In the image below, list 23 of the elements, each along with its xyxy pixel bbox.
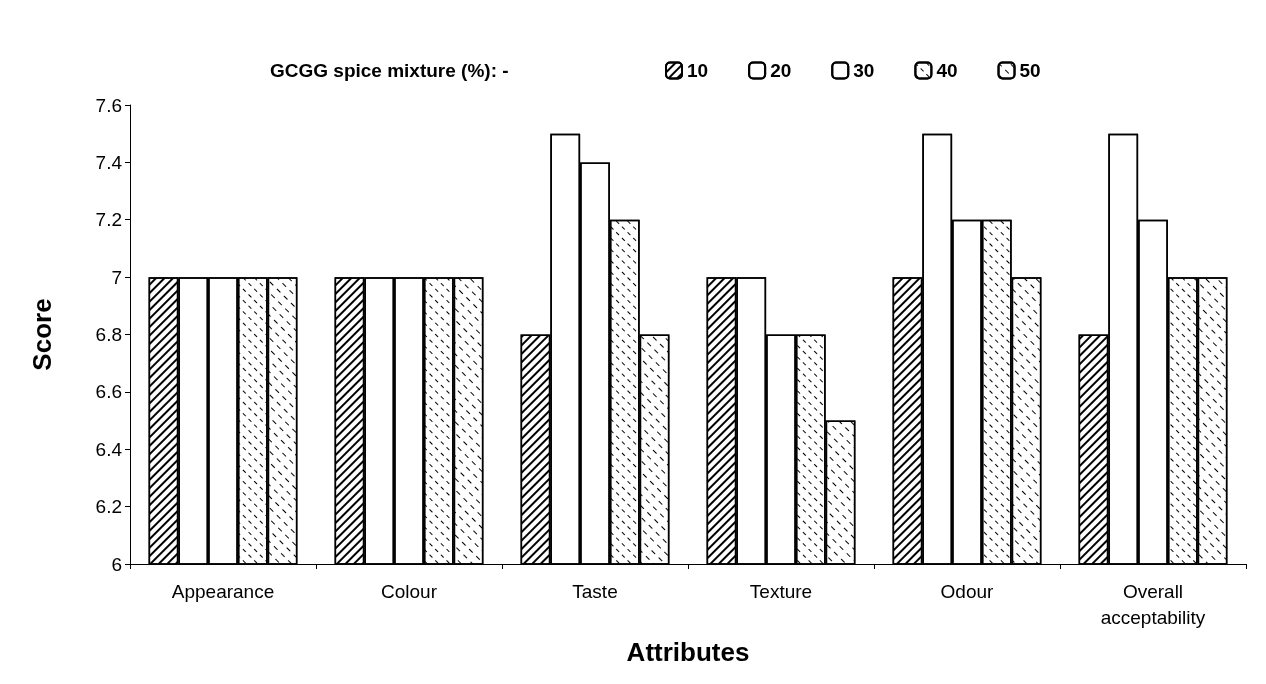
y-tick-label: 6.8 [95,324,122,345]
y-tick-label: 7.2 [95,209,122,231]
y-tick-label: 6.4 [95,438,123,460]
x-tick-label: Taste [572,580,618,602]
x-tick-label: Appearance [171,580,275,602]
x-tick-label: Texture [749,580,813,602]
legend-title: GCGG spice mixture (%): - [270,60,509,81]
x-tick-label: Overall acceptability [1100,580,1206,628]
y-tick-label: 7 [111,266,122,288]
legend-label: 20 [770,60,792,81]
y-tick-label: 7.4 [95,151,123,173]
legend-label: 10 [687,60,709,81]
y-tick-label: 6.6 [95,381,122,403]
y-tick-label: 6 [111,553,122,575]
x-tick-label: Colour [381,580,438,602]
x-axis-title: Attributes [626,637,750,667]
y-axis-title: Score [27,298,57,371]
x-tick-label: Odour [940,580,995,602]
legend-label: 40 [936,60,958,81]
legend-label: 30 [853,60,875,81]
legend-label: 50 [1019,60,1041,81]
y-tick-label: 6.2 [95,496,122,518]
y-tick-label: 7.6 [95,94,122,116]
